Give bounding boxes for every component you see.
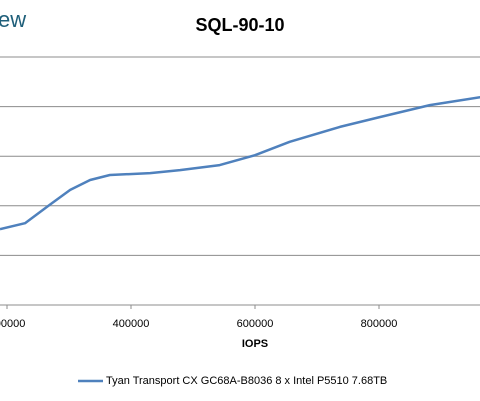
legend-label: Tyan Transport CX GC68A-B8036 8 x Intel …	[106, 375, 387, 387]
x-tick-label: 400000	[113, 318, 150, 330]
chart-title: SQL-90-10	[195, 15, 284, 35]
x-tick-label: 800000	[361, 318, 398, 330]
x-tick-label: 200000	[0, 318, 25, 330]
x-tick-label: 600000	[237, 318, 274, 330]
data-line	[0, 95, 480, 231]
x-axis-label: IOPS	[242, 338, 268, 350]
logo-text: ew	[0, 7, 26, 32]
